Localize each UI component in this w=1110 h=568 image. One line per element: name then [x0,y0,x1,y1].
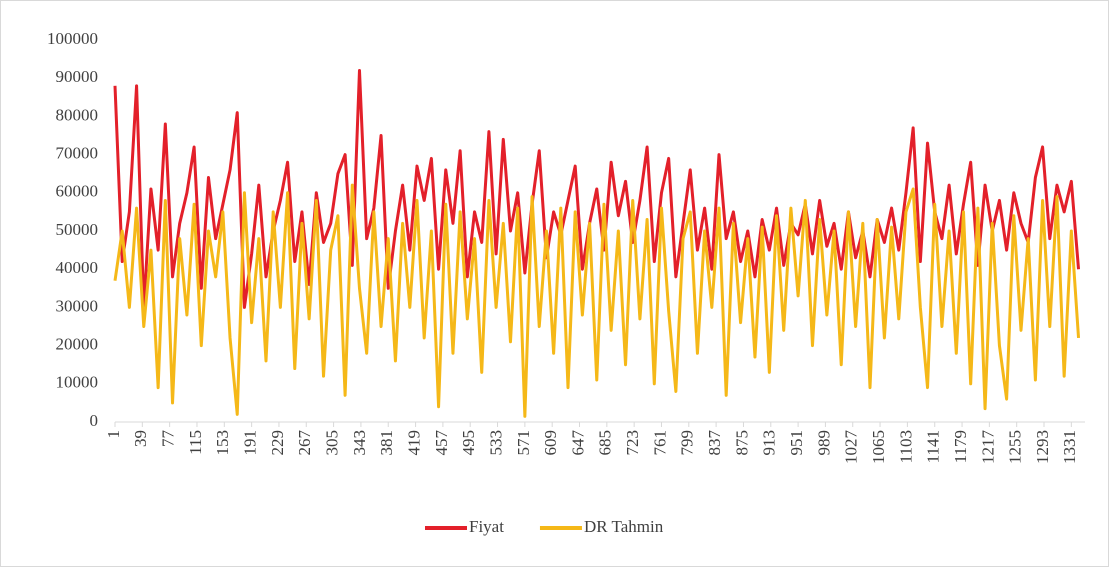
x-tick-label: 609 [541,430,560,456]
x-tick-label: 1 [104,430,123,439]
x-tick-label: 457 [432,430,451,456]
x-tick-label: 39 [131,430,150,447]
x-tick-label: 381 [377,430,396,456]
y-tick-label: 50000 [56,220,99,239]
x-tick-label: 495 [459,430,478,456]
x-tick-label: 913 [760,430,779,456]
x-tick-label: 305 [322,430,341,456]
y-tick-label: 10000 [56,373,99,392]
y-tick-label: 100000 [47,29,98,48]
x-tick-label: 419 [404,430,423,456]
legend-label: DR Tahmin [584,517,664,536]
y-tick-label: 70000 [56,144,99,163]
x-tick-label: 1141 [924,430,943,463]
series-line [113,69,1081,309]
x-tick-label: 723 [623,430,642,456]
x-tick-label: 77 [159,430,178,448]
x-tick-label: 1255 [1006,430,1025,464]
x-tick-label: 685 [596,430,615,456]
x-tick-label: 267 [295,430,314,456]
series-line [113,183,1081,418]
x-tick-label: 1027 [842,430,861,465]
x-tick-label: 1103 [896,430,915,463]
y-tick-label: 30000 [56,296,99,315]
x-tick-label: 1217 [978,430,997,465]
x-tick-label: 951 [787,430,806,456]
x-tick-label: 343 [350,430,369,456]
x-tick-label: 191 [241,430,260,456]
x-tick-label: 533 [486,430,505,456]
x-tick-label: 647 [568,430,587,456]
x-tick-label: 1331 [1060,430,1079,464]
x-tick-label: 989 [814,430,833,456]
legend-label: Fiyat [469,517,504,536]
x-tick-label: 571 [514,430,533,456]
y-tick-label: 20000 [56,335,99,354]
x-tick-label: 875 [732,430,751,456]
x-tick-label: 761 [650,430,669,456]
x-tick-label: 1065 [869,430,888,464]
y-tick-label: 60000 [56,182,99,201]
y-tick-label: 0 [90,411,99,430]
y-tick-label: 80000 [56,105,99,124]
x-tick-label: 1179 [951,430,970,463]
x-tick-label: 229 [268,430,287,456]
x-tick-label: 115 [186,430,205,455]
y-tick-label: 90000 [56,67,99,86]
x-tick-label: 799 [678,430,697,456]
y-tick-label: 40000 [56,258,99,277]
x-tick-label: 153 [213,430,232,456]
x-tick-label: 837 [705,430,724,456]
x-tick-label: 1293 [1033,430,1052,464]
